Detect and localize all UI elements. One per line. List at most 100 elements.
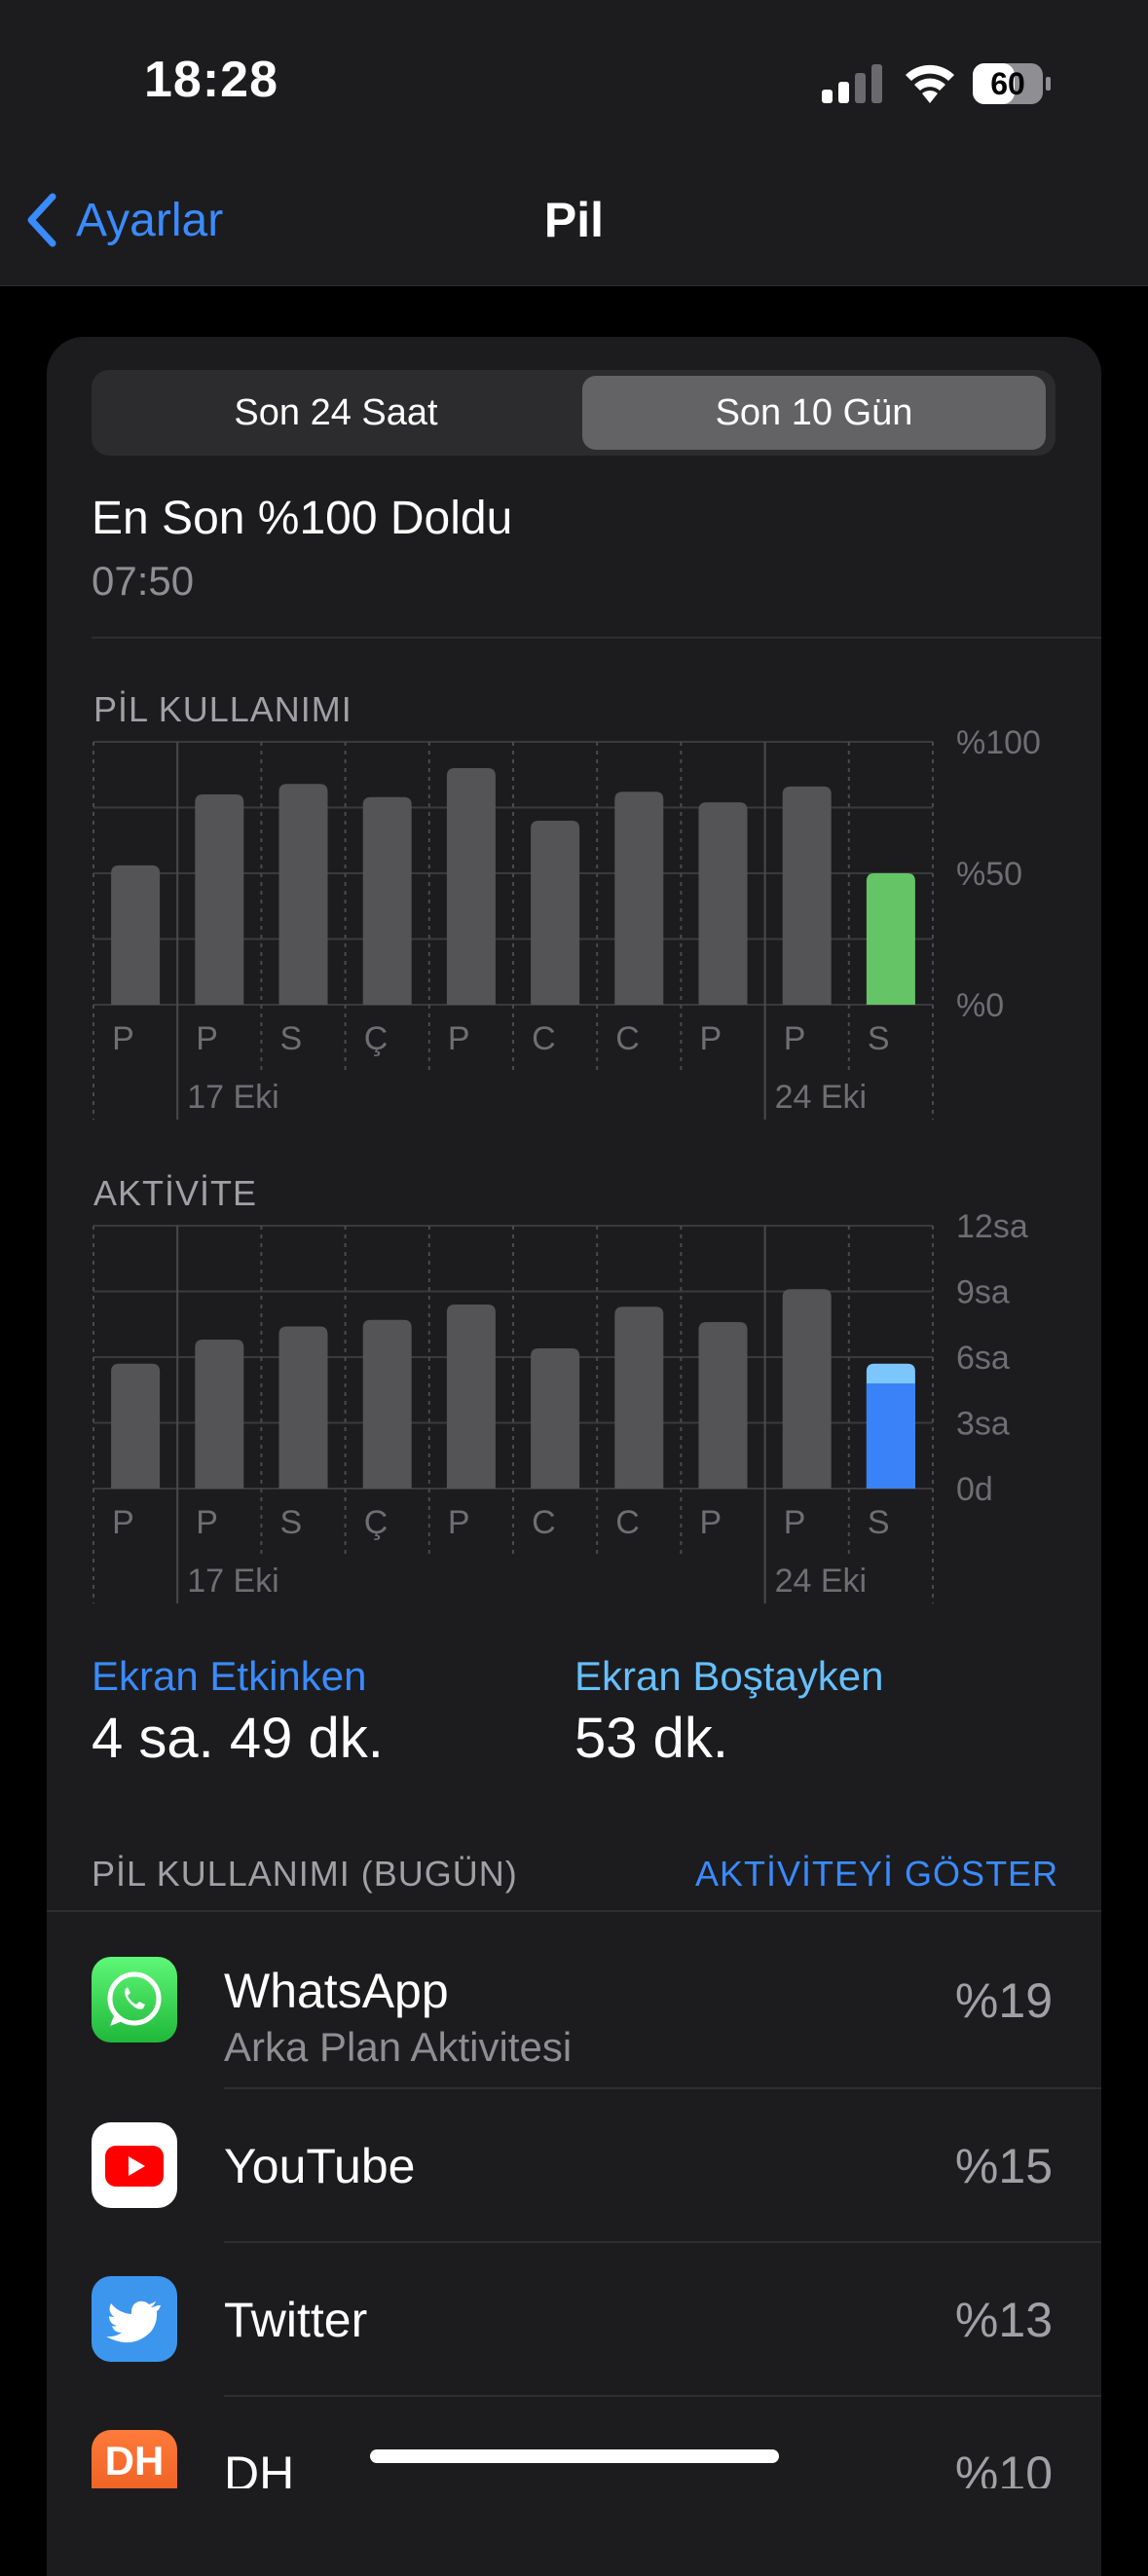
x-tick-label: P [784, 1020, 806, 1057]
divider [47, 1910, 1101, 1912]
chevron-left-icon [27, 193, 56, 247]
app-subtitle: Arka Plan Aktivitesi [224, 2024, 573, 2070]
top-bar [0, 0, 1148, 286]
x-tick-label: P [700, 1504, 722, 1541]
app-percent: %10 [954, 2447, 1053, 2488]
app-name: WhatsApp [224, 1964, 449, 2018]
todays-usage-header: PİL KULLANIMI (BUGÜN) [92, 1854, 518, 1894]
chart-bar [195, 1340, 244, 1489]
cellular-signal-icon [822, 64, 882, 103]
status-time: 18:28 [144, 52, 278, 108]
x-tick-label: S [280, 1504, 303, 1541]
date-label: 17 Eki [187, 1079, 279, 1116]
chart-bar [614, 1306, 664, 1489]
last-full-charge-label: En Son %100 Doldu [92, 493, 513, 544]
app-row-whatsapp[interactable]: WhatsApp Arka Plan Aktivitesi %19 [47, 1912, 1101, 2087]
screen-on-value: 4 sa. 49 dk. [92, 1707, 384, 1770]
battery-icon: 60 [972, 62, 1054, 105]
app-percent: %15 [954, 2139, 1053, 2193]
last-full-charge-time: 07:50 [92, 558, 195, 604]
y-tick-label: %50 [956, 856, 1022, 893]
app-row-twitter[interactable]: Twitter %13 [47, 2243, 1101, 2395]
chart-bar [614, 791, 664, 1005]
date-label: 24 Eki [775, 1079, 868, 1116]
x-tick-label: P [196, 1504, 218, 1541]
activity-bar-screen-on [866, 1383, 915, 1489]
x-tick-label: P [448, 1020, 470, 1057]
x-tick-label: S [868, 1020, 890, 1057]
back-button-label: Ayarlar [76, 194, 224, 246]
show-activity-button[interactable]: AKTİVİTEYİ GÖSTER [695, 1854, 1059, 1894]
x-tick-label: P [448, 1504, 470, 1541]
x-tick-label: Ç [364, 1504, 389, 1541]
x-tick-label: S [280, 1020, 303, 1057]
chart-bar [866, 873, 915, 1005]
x-tick-label: C [615, 1504, 640, 1541]
dh-icon: DH [92, 2430, 177, 2488]
activity-chart-title: AKTİVİTE [93, 1173, 258, 1213]
y-tick-label: %100 [956, 724, 1041, 761]
chart-bar [111, 865, 161, 1005]
app-name: Twitter [224, 2293, 368, 2347]
chart-bar [782, 786, 832, 1005]
date-label: 17 Eki [187, 1563, 279, 1600]
chart-bar [195, 794, 244, 1005]
chart-bar [698, 1322, 748, 1489]
screen-idle-label: Ekran Boştayken [574, 1653, 884, 1699]
app-row-dh[interactable]: DH DH %10 [47, 2397, 1101, 2488]
chart-bar [278, 784, 328, 1005]
x-tick-label: P [196, 1020, 218, 1057]
page-title: Pil [543, 193, 605, 247]
twitter-icon [92, 2276, 177, 2362]
segment-last-24-hours[interactable]: Son 24 Saat [234, 392, 438, 433]
x-tick-label: Ç [364, 1020, 389, 1057]
battery-usage-chart-title: PİL KULLANIMI [93, 689, 352, 729]
battery-percent: 60 [990, 66, 1025, 101]
whatsapp-icon [92, 1957, 177, 2042]
segment-last-10-days[interactable]: Son 10 Gün [582, 376, 1046, 450]
chart-bar [362, 1319, 412, 1489]
app-row-youtube[interactable]: YouTube %15 [47, 2089, 1101, 2241]
app-name: DH [224, 2447, 295, 2488]
chart-bar [446, 768, 496, 1005]
divider [224, 2241, 1101, 2243]
x-tick-label: S [868, 1504, 890, 1541]
app-percent: %19 [954, 1973, 1053, 2028]
back-button[interactable]: Ayarlar [25, 191, 259, 249]
date-label: 24 Eki [775, 1563, 868, 1600]
divider [224, 2087, 1101, 2089]
x-tick-label: C [615, 1020, 640, 1057]
y-tick-label: 3sa [956, 1406, 1010, 1443]
home-indicator[interactable] [370, 2449, 779, 2463]
screen-idle-value: 53 dk. [574, 1707, 728, 1770]
chart-bar [531, 1348, 580, 1489]
app-name: YouTube [224, 2139, 416, 2193]
youtube-icon [92, 2122, 177, 2208]
x-tick-label: C [532, 1504, 556, 1541]
y-tick-label: 0d [956, 1471, 993, 1508]
y-tick-label: 9sa [956, 1274, 1010, 1311]
chart-bar [278, 1326, 328, 1489]
chart-bar [782, 1289, 832, 1489]
y-tick-label: %0 [956, 987, 1004, 1024]
x-tick-label: P [112, 1504, 134, 1541]
x-tick-label: P [784, 1504, 806, 1541]
battery-usage-chart: P P S Ç P C C P P S17 Eki 24 Eki%100%50%0 [93, 724, 1041, 1120]
divider [224, 2395, 1101, 2397]
wifi-icon [906, 64, 954, 103]
app-percent: %13 [954, 2293, 1053, 2347]
y-tick-label: 12sa [956, 1208, 1028, 1245]
chart-bar [531, 821, 580, 1005]
x-tick-label: P [700, 1020, 722, 1057]
y-tick-label: 6sa [956, 1340, 1010, 1377]
divider [92, 637, 1101, 639]
x-tick-label: C [532, 1020, 556, 1057]
time-range-segmented-control: Son 24 Saat Son 10 Gün [92, 370, 1055, 456]
chart-bar [698, 802, 748, 1005]
x-tick-label: P [112, 1020, 134, 1057]
chart-bar [362, 796, 412, 1005]
chart-bar [446, 1305, 496, 1489]
dh-icon-text: DH [104, 2438, 165, 2484]
chart-bar [111, 1363, 161, 1489]
